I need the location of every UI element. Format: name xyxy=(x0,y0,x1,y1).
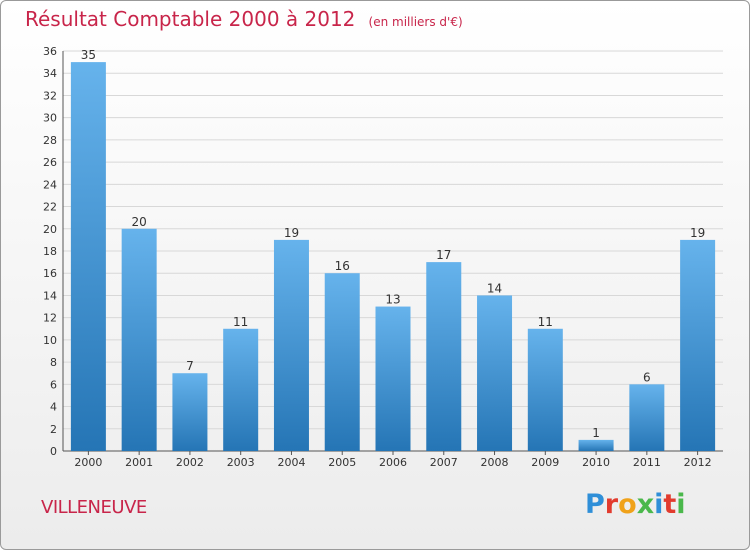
x-tick-label: 2001 xyxy=(125,456,153,469)
bar xyxy=(375,306,411,451)
y-tick-label: 36 xyxy=(43,45,57,58)
title-row: Résultat Comptable 2000 à 2012 (en milli… xyxy=(25,7,463,31)
data-label: 1 xyxy=(592,426,600,440)
data-label: 11 xyxy=(233,315,248,329)
logo-letter: i xyxy=(654,489,664,520)
bar xyxy=(121,228,157,451)
y-tick-label: 26 xyxy=(43,156,57,169)
logo-letter: i xyxy=(676,489,686,520)
x-tick-label: 2006 xyxy=(379,456,407,469)
y-tick-label: 6 xyxy=(50,378,57,391)
x-tick-label: 2011 xyxy=(633,456,661,469)
y-tick-label: 2 xyxy=(50,423,57,436)
y-tick-label: 8 xyxy=(50,356,57,369)
bar xyxy=(70,62,106,451)
data-label: 11 xyxy=(538,315,553,329)
y-tick-label: 30 xyxy=(43,112,57,125)
bar xyxy=(527,328,563,451)
y-tick-label: 4 xyxy=(50,401,57,414)
y-tick-label: 0 xyxy=(50,445,57,458)
logo-letter: t xyxy=(663,489,677,520)
x-tick-label: 2009 xyxy=(531,456,559,469)
data-label: 35 xyxy=(81,48,96,62)
data-label: 13 xyxy=(385,293,400,307)
y-tick-label: 34 xyxy=(43,67,57,80)
logo-letter: x xyxy=(636,489,655,520)
y-tick-label: 10 xyxy=(43,334,57,347)
x-tick-label: 2012 xyxy=(684,456,712,469)
bar xyxy=(578,439,614,451)
x-tick-label: 2004 xyxy=(277,456,305,469)
city-name: VILLENEUVE xyxy=(41,497,147,518)
x-tick-label: 2008 xyxy=(481,456,509,469)
bar xyxy=(223,328,259,451)
bar xyxy=(273,239,309,451)
logo-letter: P xyxy=(585,489,605,520)
x-tick-label: 2007 xyxy=(430,456,458,469)
data-label: 6 xyxy=(643,370,651,384)
bar xyxy=(680,239,716,451)
y-tick-label: 22 xyxy=(43,201,57,214)
x-tick-label: 2010 xyxy=(582,456,610,469)
bar xyxy=(477,295,513,451)
x-tick-label: 2000 xyxy=(74,456,102,469)
data-label: 19 xyxy=(690,226,705,240)
y-tick-label: 20 xyxy=(43,223,57,236)
y-tick-label: 14 xyxy=(43,289,57,302)
x-tick-label: 2005 xyxy=(328,456,356,469)
x-tick-label: 2003 xyxy=(227,456,255,469)
bar xyxy=(629,384,665,451)
logo-letter: o xyxy=(618,489,637,520)
y-tick-label: 18 xyxy=(43,245,57,258)
y-tick-label: 12 xyxy=(43,312,57,325)
y-tick-label: 16 xyxy=(43,267,57,280)
bar xyxy=(324,273,360,451)
data-label: 20 xyxy=(132,215,147,229)
y-tick-label: 32 xyxy=(43,89,57,102)
data-label: 19 xyxy=(284,226,299,240)
chart-subtitle: (en milliers d'€) xyxy=(368,15,463,29)
data-label: 14 xyxy=(487,281,502,295)
y-tick-label: 28 xyxy=(43,134,57,147)
data-label: 7 xyxy=(186,359,194,373)
y-tick-label: 24 xyxy=(43,178,57,191)
data-label: 16 xyxy=(335,259,350,273)
logo-letter: r xyxy=(604,489,619,520)
chart-title: Résultat Comptable 2000 à 2012 xyxy=(25,7,356,31)
x-tick-label: 2002 xyxy=(176,456,204,469)
bar xyxy=(172,373,208,451)
bar xyxy=(426,262,462,451)
proxiti-logo: Proxiti xyxy=(585,489,686,520)
data-label: 17 xyxy=(436,248,451,262)
